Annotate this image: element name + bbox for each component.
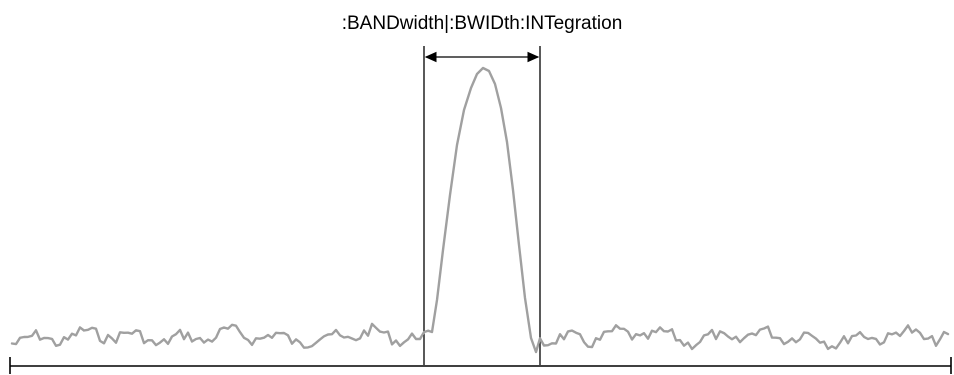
- spectrum-trace: [10, 66, 950, 354]
- bandwidth-command-label: :BANDwidth|:BWIDth:INTegration: [342, 13, 623, 34]
